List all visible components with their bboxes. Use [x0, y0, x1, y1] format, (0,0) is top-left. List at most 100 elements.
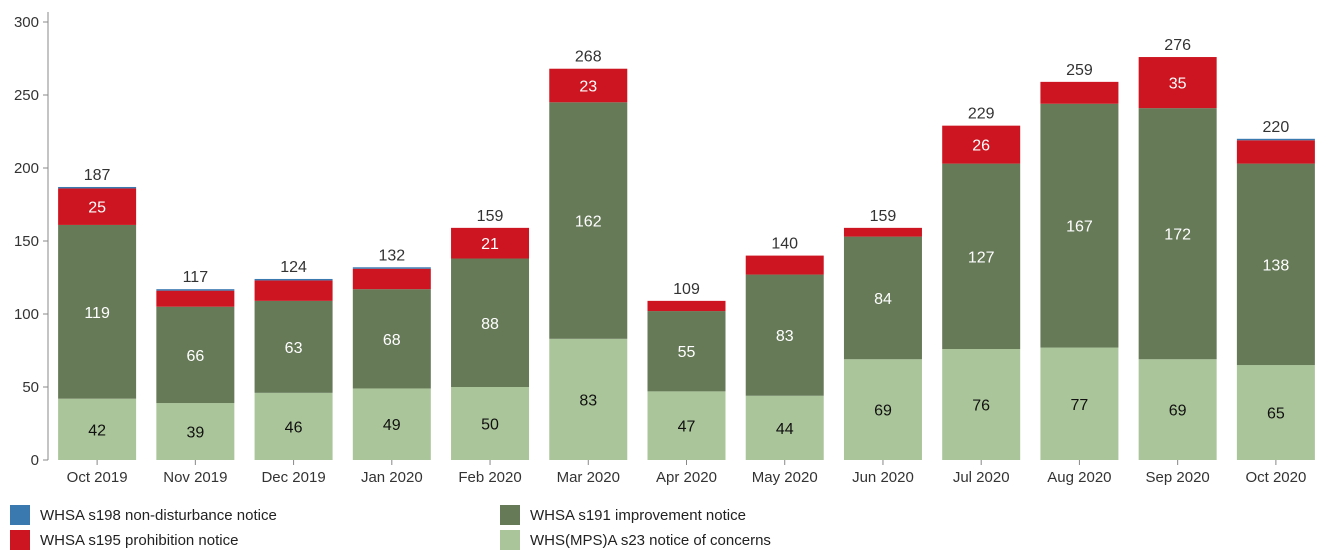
bar-segment: [549, 68, 628, 103]
y-tick-label: 100: [14, 306, 39, 323]
legend-item-notice-of-concerns: WHS(MPS)A s23 notice of concerns: [500, 530, 771, 550]
bar-segment: [156, 290, 235, 307]
bar-segment: [745, 274, 824, 396]
segment-data-label: 83: [776, 328, 794, 345]
bar-segment: [1040, 103, 1119, 348]
bar-segment: [58, 224, 137, 399]
y-tick-label: 50: [22, 379, 39, 396]
x-tick-label: Aug 2020: [1047, 469, 1111, 486]
bar-total-label: 140: [771, 236, 798, 253]
stacked-bar-chart: 0 50 100 150 200 250 300 42 119 25 187 Oct 2019 39 66…: [14, 12, 1315, 486]
segment-data-label: 47: [678, 419, 696, 436]
segment-data-label: 65: [1267, 406, 1285, 423]
bar-segment: [1236, 140, 1315, 164]
bar-segment: [352, 388, 431, 460]
bar-segment: [1138, 57, 1217, 109]
bar-segment: [58, 398, 137, 460]
bar-segment: [647, 300, 726, 312]
segment-data-label: 76: [972, 398, 990, 415]
bar-segment: [254, 278, 333, 281]
segment-data-label: 172: [1164, 227, 1191, 244]
x-tick-label: Feb 2020: [458, 469, 521, 486]
segment-data-label: 23: [579, 79, 597, 96]
x-tick-label: Dec 2019: [261, 469, 325, 486]
x-tick-label: Oct 2019: [67, 469, 128, 486]
segment-data-label: 63: [285, 340, 303, 357]
bar-total-label: 229: [968, 106, 995, 123]
segment-data-label: 44: [776, 421, 794, 438]
bar-segment: [942, 125, 1021, 164]
segment-data-label: 55: [678, 344, 696, 361]
y-tick-label: 300: [14, 14, 39, 31]
segment-data-label: 49: [383, 417, 401, 434]
bar-segment: [745, 395, 824, 460]
bar-total-label: 109: [673, 281, 700, 298]
bar-segment: [254, 300, 333, 393]
bar-segment: [549, 338, 628, 460]
x-tick-label: Nov 2019: [163, 469, 227, 486]
segment-data-label: 66: [186, 348, 204, 365]
bar-segment: [254, 392, 333, 460]
segment-data-label: 77: [1071, 397, 1089, 414]
bar-total-label: 259: [1066, 62, 1093, 79]
segment-data-label: 83: [579, 392, 597, 409]
bar-total-label: 187: [84, 167, 111, 184]
legend-swatch: [10, 505, 30, 525]
x-tick-label: Jul 2020: [953, 469, 1010, 486]
bar-segment: [352, 267, 431, 269]
bar-segment: [549, 102, 628, 339]
segment-data-label: 84: [874, 291, 892, 308]
legend-item-prohibition: WHSA s195 prohibition notice: [10, 530, 238, 550]
legend-label: WHSA s195 prohibition notice: [40, 531, 239, 549]
bar-total-label: 159: [870, 208, 897, 225]
bar-total-label: 268: [575, 49, 602, 66]
segment-data-label: 127: [968, 249, 995, 266]
legend-item-non-disturbance: WHSA s198 non-disturbance notice: [10, 505, 277, 525]
segment-data-label: 167: [1066, 219, 1093, 236]
bar-segment: [352, 268, 431, 290]
y-tick-label: 250: [14, 87, 39, 104]
bar-total-label: 117: [183, 269, 209, 286]
chart-legend: WHSA s198 non-disturbance notice WHSA s1…: [10, 505, 1310, 550]
bar-segment: [647, 311, 726, 392]
bar-segment: [1040, 81, 1119, 104]
bar-total-label: 124: [280, 259, 307, 276]
y-tick-label: 0: [31, 452, 39, 469]
legend-swatch: [10, 530, 30, 550]
segment-data-label: 88: [481, 316, 499, 333]
bar-segment: [1236, 163, 1315, 366]
y-tick-label: 200: [14, 160, 39, 177]
segment-data-label: 69: [874, 403, 892, 420]
bar-segment: [156, 403, 235, 460]
x-tick-label: Jan 2020: [361, 469, 423, 486]
bar-segment: [352, 289, 431, 389]
legend-item-improvement: WHSA s191 improvement notice: [500, 505, 746, 525]
bar-segment: [745, 255, 824, 275]
legend-label: WHS(MPS)A s23 notice of concerns: [530, 531, 771, 549]
legend-label: WHSA s198 non-disturbance notice: [40, 506, 277, 524]
bar-segment: [451, 227, 530, 259]
segment-data-label: 39: [186, 425, 204, 442]
bar-segment: [254, 280, 333, 301]
segment-data-label: 69: [1169, 403, 1187, 420]
bar-segment: [156, 289, 235, 291]
x-tick-label: Oct 2020: [1245, 469, 1306, 486]
legend-swatch: [500, 530, 520, 550]
legend-swatch: [500, 505, 520, 525]
bar-total-label: 132: [378, 247, 405, 264]
bar-segment: [843, 227, 922, 237]
segment-data-label: 46: [285, 419, 303, 436]
segment-data-label: 25: [88, 200, 106, 217]
bar-segment: [451, 258, 530, 387]
legend-label: WHSA s191 improvement notice: [530, 506, 746, 524]
bar-segment: [647, 391, 726, 460]
bar-segment: [1138, 359, 1217, 460]
x-tick-label: Jun 2020: [852, 469, 914, 486]
bar-total-label: 220: [1263, 119, 1290, 136]
segment-data-label: 21: [481, 236, 499, 253]
y-tick-label: 150: [14, 233, 39, 250]
bar-segment: [156, 306, 235, 404]
bar-segment: [843, 236, 922, 360]
x-tick-label: Apr 2020: [656, 469, 717, 486]
bar-segment: [451, 387, 530, 460]
